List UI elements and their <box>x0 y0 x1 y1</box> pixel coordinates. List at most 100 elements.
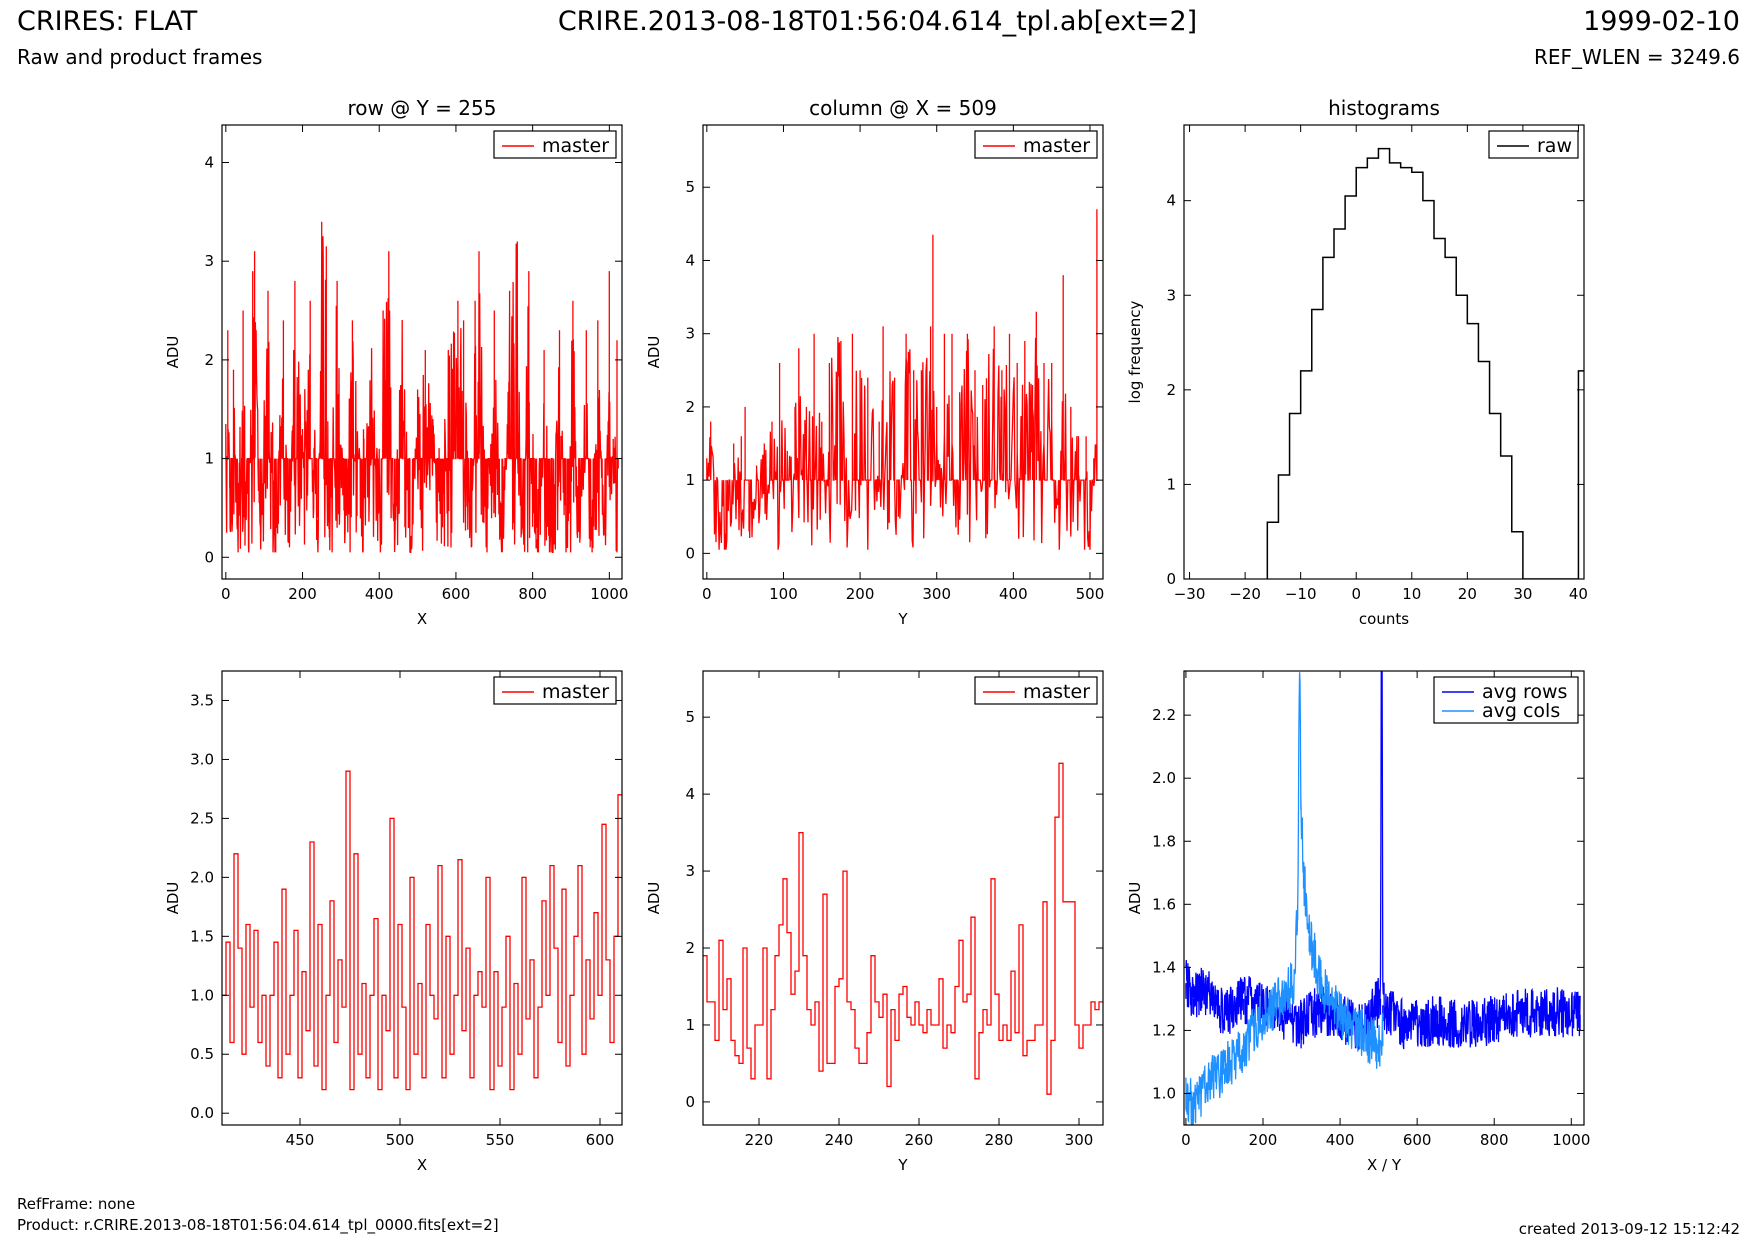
axes-frame <box>221 670 623 1126</box>
chart-title: column @ X = 509 <box>809 96 997 120</box>
y-tick-label: 3.0 <box>190 750 214 768</box>
y-tick-label: 4 <box>204 154 214 172</box>
y-tick-label: 0 <box>685 1093 695 1111</box>
y-tick-label: 1.8 <box>1152 832 1176 850</box>
x-tick-label: 500 <box>1076 585 1105 603</box>
legend-box <box>974 130 1098 159</box>
x-tick-label: −10 <box>1285 585 1317 603</box>
chart-averages: 0 200 400 600 800 1000 1.0 1.2 1.4 1.6 1.8 2.0 2.2 X … <box>1126 670 1590 1174</box>
legend-label: master <box>542 135 609 157</box>
y-tick-label: 2.5 <box>190 809 214 827</box>
y-tick-label: 0.5 <box>190 1045 214 1063</box>
y-tick-label: 4 <box>685 785 695 803</box>
x-tick-label: 10 <box>1402 585 1421 603</box>
y-tick-label: 3 <box>204 252 214 270</box>
axes-frame <box>1183 124 1585 580</box>
x-axis-label: Y <box>897 1156 908 1174</box>
y-axis-label: ADU <box>645 336 663 369</box>
y-tick-label: 1 <box>204 450 214 468</box>
legend-box <box>493 676 617 705</box>
x-tick-label: 200 <box>1249 1131 1278 1149</box>
legend: master <box>493 676 617 705</box>
legend-label: avg cols <box>1482 700 1560 722</box>
x-tick-label: 20 <box>1458 585 1477 603</box>
x-tick-label: 300 <box>1065 1131 1094 1149</box>
y-tick-label: 2 <box>685 939 695 957</box>
legend: master <box>974 676 1098 705</box>
x-tick-label: 0 <box>1351 585 1361 603</box>
y-tick-label: 2.0 <box>190 868 214 886</box>
y-tick-label: 2.2 <box>1152 706 1176 724</box>
y-axis-label: ADU <box>164 336 182 369</box>
y-tick-label: 0 <box>685 544 695 562</box>
chart-histograms: −30 −20 −10 0 10 20 30 40 0 1 2 3 4 histograms counts l… <box>1126 96 1588 628</box>
x-tick-label: 30 <box>1513 585 1532 603</box>
chart-row-zoom: 450 500 550 600 0.0 0.5 1.0 1.5 2.0 2.5 3.0 3.5 X ADU… <box>164 670 623 1174</box>
y-tick-label: 3 <box>685 325 695 343</box>
product-label: Product: r.CRIRE.2013-08-18T01:56:04.614… <box>17 1216 499 1234</box>
x-tick-label: 300 <box>922 585 951 603</box>
y-tick-label: 2.0 <box>1152 769 1176 787</box>
x-tick-label: 100 <box>769 585 798 603</box>
x-tick-label: 400 <box>1326 1131 1355 1149</box>
legend-label: master <box>1023 135 1090 157</box>
legend-box <box>493 130 617 159</box>
x-tick-label: 240 <box>825 1131 854 1149</box>
x-tick-label: 400 <box>999 585 1028 603</box>
y-tick-label: 1 <box>1166 475 1176 493</box>
y-tick-label: 3 <box>685 862 695 880</box>
y-tick-label: 1 <box>685 471 695 489</box>
chart-title: row @ Y = 255 <box>348 96 497 120</box>
series-line-avg-rows <box>1185 671 1581 1051</box>
y-tick-label: 1.0 <box>190 986 214 1004</box>
legend-label: raw <box>1537 135 1572 157</box>
y-tick-label: 1.4 <box>1152 958 1176 976</box>
x-tick-label: 600 <box>442 585 471 603</box>
file-title: CRIRE.2013-08-18T01:56:04.614_tpl.ab[ext… <box>557 6 1198 37</box>
x-tick-label: 0 <box>1181 1131 1191 1149</box>
axes-frame <box>1183 670 1585 1126</box>
page-title: CRIRES: FLAT <box>17 6 198 37</box>
y-tick-label: 2 <box>1166 381 1176 399</box>
x-tick-label: 40 <box>1569 585 1588 603</box>
y-tick-label: 0 <box>1166 570 1176 588</box>
x-tick-label: 200 <box>288 585 317 603</box>
legend: master <box>974 130 1098 159</box>
x-axis-label: X / Y <box>1367 1156 1402 1174</box>
series-line-master <box>706 209 1099 550</box>
axes-frame <box>702 124 1104 580</box>
chart-column-zoom: 220 240 260 280 300 0 1 2 3 4 5 Y ADU master <box>645 670 1104 1174</box>
page-subtitle: Raw and product frames <box>17 45 263 69</box>
x-tick-label: 600 <box>1403 1131 1432 1149</box>
y-tick-label: 3.5 <box>190 691 214 709</box>
x-tick-label: 550 <box>486 1131 515 1149</box>
chart-title: histograms <box>1328 96 1440 120</box>
x-tick-label: 800 <box>518 585 547 603</box>
x-axis-label: X <box>417 610 427 628</box>
legend-label: master <box>1023 681 1090 703</box>
series-line-raw <box>1266 147 1584 579</box>
legend-label: avg rows <box>1482 681 1567 703</box>
x-tick-label: 0 <box>221 585 231 603</box>
legend-box <box>974 676 1098 705</box>
x-tick-label: 280 <box>985 1131 1014 1149</box>
legend: raw <box>1488 130 1579 159</box>
x-tick-label: 500 <box>386 1131 415 1149</box>
x-tick-label: 0 <box>702 585 712 603</box>
x-tick-label: 450 <box>286 1131 315 1149</box>
y-axis-label: ADU <box>1126 882 1144 915</box>
y-tick-label: 1.5 <box>190 927 214 945</box>
x-tick-label: 600 <box>586 1131 615 1149</box>
y-axis-label: ADU <box>645 882 663 915</box>
chart-column: 0 100 200 300 400 500 0 1 2 3 4 5 column @ X = 509 Y A… <box>645 96 1104 628</box>
x-axis-label: X <box>417 1156 427 1174</box>
x-tick-label: 220 <box>745 1131 774 1149</box>
y-tick-label: 1 <box>685 1016 695 1034</box>
x-axis-label: counts <box>1359 610 1409 628</box>
y-tick-label: 0 <box>204 548 214 566</box>
legend-label: master <box>542 681 609 703</box>
series-line-avg-cols <box>1185 672 1384 1125</box>
ref-wlen-label: REF_WLEN = 3249.6 <box>1533 45 1740 69</box>
axes-frame <box>702 670 1104 1126</box>
x-axis-label: Y <box>897 610 908 628</box>
